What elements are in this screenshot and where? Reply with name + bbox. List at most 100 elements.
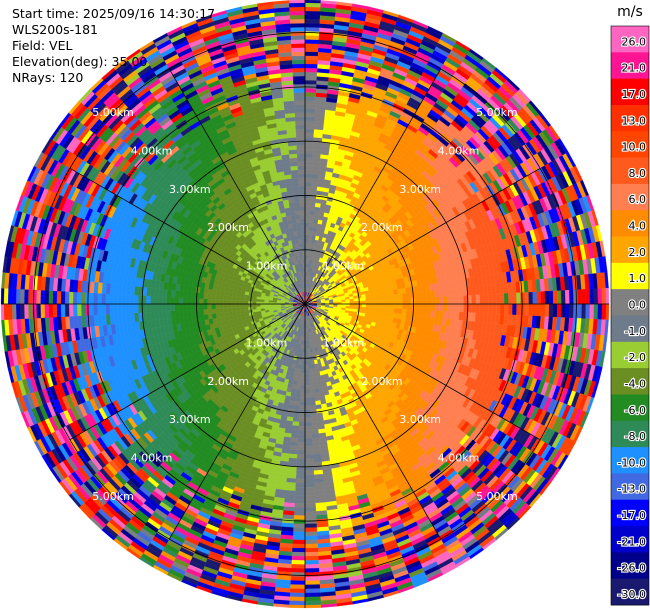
velocity-gate	[520, 292, 526, 305]
velocity-gate	[289, 600, 306, 606]
velocity-gate	[446, 311, 452, 320]
velocity-gate	[410, 292, 415, 299]
velocity-gate	[361, 297, 367, 302]
velocity-gate	[304, 39, 320, 44]
velocity-gate	[450, 311, 456, 320]
velocity-gate	[365, 300, 371, 305]
velocity-gate	[508, 292, 513, 305]
velocity-gate	[310, 185, 318, 191]
velocity-gate	[292, 413, 300, 418]
velocity-gate	[393, 294, 399, 300]
velocity-gate	[312, 453, 322, 459]
velocity-gate	[310, 413, 318, 418]
velocity-gate	[304, 161, 313, 166]
velocity-gate	[393, 313, 399, 319]
velocity-gate	[312, 222, 318, 228]
velocity-gate	[299, 409, 306, 415]
velocity-gate	[304, 543, 318, 549]
velocity-gate	[310, 405, 317, 410]
velocity-gate	[295, 478, 306, 484]
velocity-gate	[297, 368, 302, 374]
velocity-gate	[310, 190, 318, 195]
velocity-gate	[298, 364, 302, 370]
velocity-gate	[304, 499, 316, 504]
velocity-gate	[459, 295, 464, 305]
velocity-gate	[365, 303, 371, 308]
velocity-gate	[309, 384, 315, 390]
velocity-gate	[495, 293, 501, 305]
velocity-gate	[439, 303, 444, 312]
velocity-gate	[304, 18, 321, 24]
velocity-gate	[382, 303, 387, 309]
velocity-gate	[426, 297, 432, 305]
velocity-gate	[434, 296, 440, 305]
velocity-gate	[308, 230, 313, 236]
velocity-gate	[308, 380, 314, 386]
velocity-gate	[304, 51, 319, 57]
velocity-gate	[532, 291, 538, 305]
velocity-gate	[299, 397, 306, 402]
velocity-gate	[293, 507, 306, 512]
velocity-gate	[406, 292, 411, 299]
velocity-gate	[390, 303, 395, 309]
velocity-gate	[311, 421, 318, 427]
velocity-gate	[304, 132, 315, 138]
velocity-gate	[426, 290, 432, 298]
velocity-gate	[341, 299, 346, 303]
velocity-gate	[475, 303, 481, 314]
velocity-gate	[298, 413, 306, 419]
velocity-gate	[304, 79, 317, 85]
velocity-gate	[393, 308, 399, 314]
velocity-gate	[292, 421, 299, 427]
velocity-gate	[304, 405, 311, 411]
velocity-gate	[377, 295, 383, 301]
velocity-gate	[304, 26, 320, 32]
velocity-gate	[442, 311, 448, 320]
velocity-gate	[304, 372, 309, 378]
velocity-gate	[313, 218, 319, 224]
velocity-gate	[569, 303, 574, 319]
velocity-gate	[304, 604, 322, 609]
velocity-gate	[297, 446, 306, 451]
velocity-gate	[304, 10, 321, 16]
velocity-gate	[544, 303, 550, 317]
velocity-gate	[597, 303, 603, 320]
velocity-gate	[311, 165, 320, 171]
velocity-gate	[369, 293, 374, 298]
velocity-gate	[304, 576, 320, 582]
velocity-gate	[290, 580, 306, 586]
velocity-gate	[406, 298, 412, 305]
velocity-gate	[389, 308, 395, 314]
velocity-gate	[309, 210, 315, 216]
velocity-gate	[309, 206, 316, 212]
velocity-gate	[308, 376, 314, 382]
velocity-gate	[304, 165, 313, 170]
velocity-gate	[294, 490, 306, 496]
velocity-gate	[389, 312, 395, 319]
velocity-gate	[290, 576, 306, 582]
velocity-gate	[304, 83, 317, 89]
velocity-gate	[373, 292, 379, 297]
velocity-gate	[304, 352, 308, 358]
velocity-gate	[293, 409, 300, 414]
velocity-gate	[297, 433, 306, 439]
velocity-gate	[313, 384, 319, 390]
velocity-gate	[386, 299, 391, 305]
velocity-gate	[297, 438, 306, 443]
velocity-gate	[291, 425, 299, 431]
velocity-gate	[540, 303, 546, 317]
velocity-gate	[434, 303, 440, 312]
velocity-gate	[361, 303, 367, 308]
velocity-gate	[402, 298, 407, 305]
velocity-gate	[292, 527, 306, 533]
velocity-gate	[418, 303, 424, 311]
velocity-gate	[605, 287, 610, 305]
velocity-gate	[304, 88, 317, 93]
velocity-gate	[304, 177, 312, 183]
velocity-gate	[402, 303, 407, 310]
velocity-gate	[304, 67, 318, 73]
velocity-gate	[385, 290, 391, 296]
velocity-gate	[292, 535, 306, 541]
velocity-gate	[353, 303, 359, 307]
velocity-gate	[293, 515, 306, 520]
